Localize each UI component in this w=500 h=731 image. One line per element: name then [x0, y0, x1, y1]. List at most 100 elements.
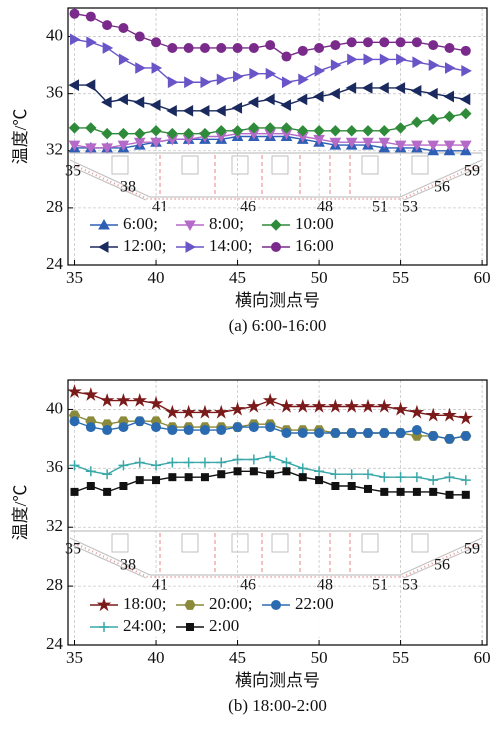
marker [410, 84, 422, 97]
marker [313, 125, 325, 137]
marker [135, 476, 144, 485]
marker [167, 457, 178, 468]
marker [85, 122, 97, 134]
legend-label: 6:00; [123, 214, 158, 233]
marker [460, 107, 472, 120]
marker [102, 469, 113, 480]
marker [378, 125, 390, 137]
legend-label: 2:00 [209, 616, 239, 635]
marker [297, 45, 308, 56]
marker [458, 410, 474, 425]
marker [331, 482, 340, 490]
marker [84, 143, 97, 154]
legend-marker [99, 622, 109, 632]
marker [379, 53, 391, 66]
x-tick-label: 60 [474, 648, 491, 667]
legend-box [86, 591, 364, 637]
marker [182, 104, 194, 117]
marker [428, 59, 440, 71]
marker [428, 475, 439, 486]
marker [215, 125, 227, 137]
marker [246, 398, 262, 413]
marker [394, 82, 406, 94]
marker [428, 40, 439, 51]
marker [134, 457, 145, 468]
marker [232, 42, 243, 53]
section-label: 56 [434, 179, 450, 196]
section-box [231, 155, 249, 175]
section-box [361, 533, 379, 553]
marker [199, 42, 210, 53]
marker [216, 457, 227, 468]
y-tick-label: 28 [46, 197, 63, 216]
marker [330, 428, 341, 438]
marker [133, 96, 145, 109]
marker [86, 482, 95, 490]
section-box [231, 533, 249, 553]
section-box [361, 155, 379, 175]
marker [85, 11, 96, 22]
marker [167, 42, 178, 53]
marker [380, 487, 389, 496]
marker [330, 40, 341, 51]
x-axis-label: 横向测点号 [235, 291, 320, 310]
marker [102, 20, 113, 31]
section-box [411, 533, 429, 553]
marker [70, 487, 79, 496]
marker [134, 127, 146, 140]
marker [395, 37, 406, 48]
marker [69, 8, 80, 19]
y-tick-label: 40 [46, 398, 63, 417]
legend-marker [271, 600, 281, 610]
marker [200, 76, 211, 89]
marker [233, 467, 242, 476]
marker [379, 472, 390, 483]
marker [362, 37, 373, 48]
marker [184, 473, 193, 482]
marker [295, 398, 311, 413]
section-box [111, 155, 129, 175]
marker [150, 137, 162, 149]
marker [86, 36, 97, 49]
marker [118, 460, 129, 471]
section-dots [73, 542, 479, 578]
marker [315, 476, 324, 485]
marker [412, 56, 423, 69]
marker [101, 143, 113, 154]
marker [363, 53, 375, 66]
marker [445, 490, 454, 499]
x-tick-label: 60 [474, 268, 491, 287]
x-tick-label: 50 [311, 268, 328, 287]
legend-label: 12:00; [123, 236, 166, 255]
marker [265, 422, 276, 433]
marker [427, 140, 440, 152]
section-sketch [69, 530, 483, 579]
marker [68, 140, 81, 152]
marker [232, 454, 243, 465]
marker [99, 392, 115, 407]
section-label: 59 [464, 541, 480, 558]
plot-frame [67, 379, 488, 646]
marker [151, 62, 163, 74]
legend-marker [184, 600, 196, 610]
marker [411, 472, 422, 483]
marker [280, 99, 291, 111]
marker [297, 125, 309, 137]
marker [411, 37, 422, 48]
marker [329, 87, 340, 100]
x-tick-label: 45 [229, 268, 246, 287]
marker [103, 487, 112, 496]
section-label: 35 [65, 541, 81, 558]
marker [247, 96, 259, 109]
marker [281, 51, 292, 62]
marker [345, 125, 358, 137]
legend-label: 24:00; [123, 616, 166, 635]
marker [281, 76, 293, 89]
marker [347, 53, 358, 66]
marker [297, 428, 308, 438]
legend-marker [97, 241, 109, 253]
x-tick-label: 45 [229, 648, 246, 667]
y-tick-label: 32 [46, 516, 63, 535]
y-tick-label: 28 [46, 575, 63, 594]
